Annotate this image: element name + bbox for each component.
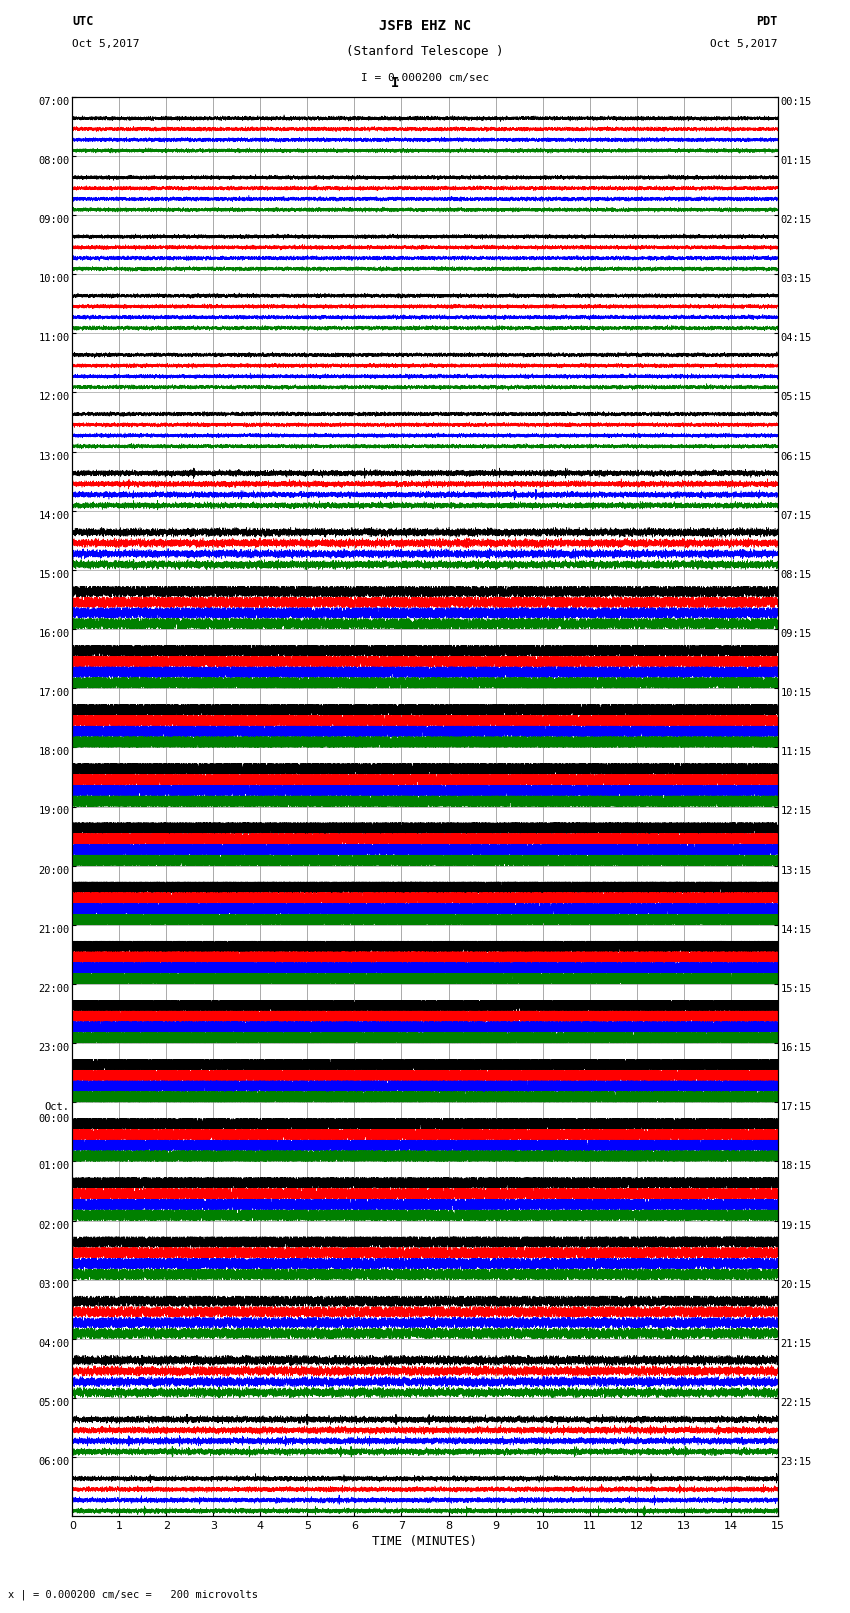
Text: (Stanford Telescope ): (Stanford Telescope ) — [346, 45, 504, 58]
Text: Oct 5,2017: Oct 5,2017 — [72, 39, 139, 48]
Text: PDT: PDT — [756, 15, 778, 27]
X-axis label: TIME (MINUTES): TIME (MINUTES) — [372, 1536, 478, 1548]
Text: UTC: UTC — [72, 15, 94, 27]
Text: x | = 0.000200 cm/sec =   200 microvolts: x | = 0.000200 cm/sec = 200 microvolts — [8, 1589, 258, 1600]
Text: Oct 5,2017: Oct 5,2017 — [711, 39, 778, 48]
Text: I: I — [391, 76, 399, 90]
Text: I = 0.000200 cm/sec: I = 0.000200 cm/sec — [361, 73, 489, 82]
Text: JSFB EHZ NC: JSFB EHZ NC — [379, 19, 471, 34]
